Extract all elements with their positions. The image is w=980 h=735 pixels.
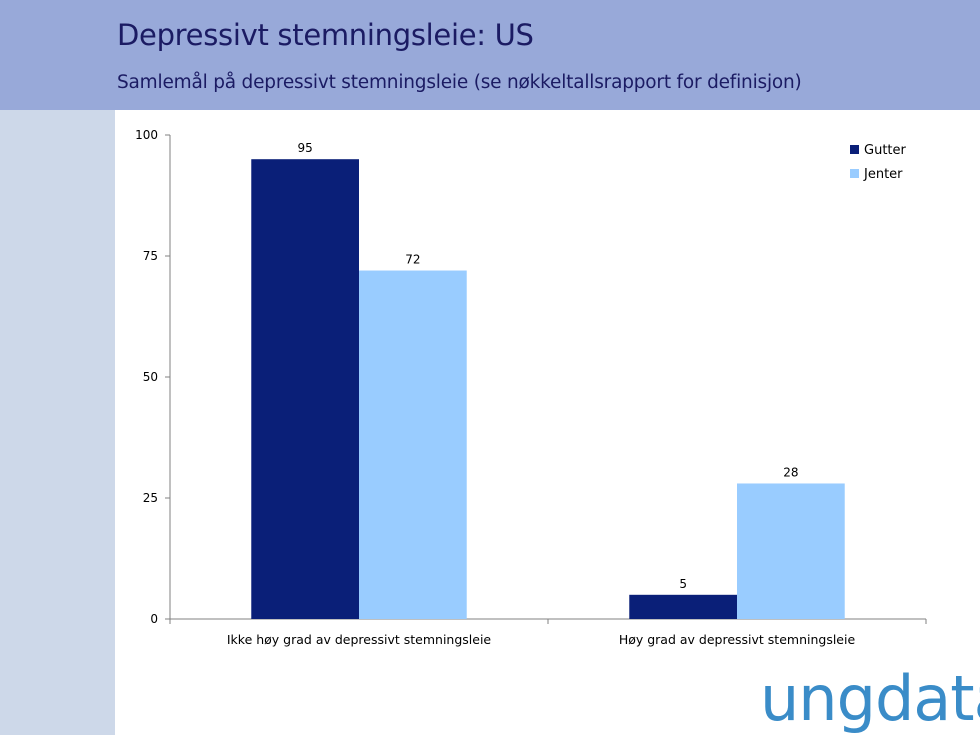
data-label: 72 (405, 253, 420, 267)
bar-jenter (359, 270, 467, 619)
x-category-label: Ikke høy grad av depressivt stemningslei… (227, 632, 492, 647)
y-tick-label: 50 (143, 370, 158, 384)
bar-gutter (629, 594, 737, 619)
slide-header: Depressivt stemningsleie: US Samlemål på… (0, 0, 980, 110)
legend-swatch-jenter (850, 169, 859, 178)
y-tick-label: 25 (143, 491, 158, 505)
slide-title: Depressivt stemningsleie: US (117, 18, 534, 52)
bar-jenter (737, 483, 845, 619)
bar-gutter (251, 159, 359, 619)
x-category-label: Høy grad av depressivt stemningsleie (619, 632, 856, 647)
legend-swatch-gutter (850, 145, 859, 154)
y-tick-label: 75 (143, 249, 158, 263)
ungdata-logo: ungdata (760, 662, 980, 735)
legend-label: Gutter (864, 143, 907, 158)
data-label: 5 (679, 577, 687, 591)
data-label: 28 (783, 465, 798, 479)
y-tick-label: 100 (135, 128, 158, 142)
slide-subtitle: Samlemål på depressivt stemningsleie (se… (117, 72, 802, 93)
data-label: 95 (297, 141, 312, 155)
y-tick-label: 0 (150, 612, 158, 626)
left-sidebar-band (0, 110, 115, 735)
legend-label: Jenter (863, 167, 903, 182)
